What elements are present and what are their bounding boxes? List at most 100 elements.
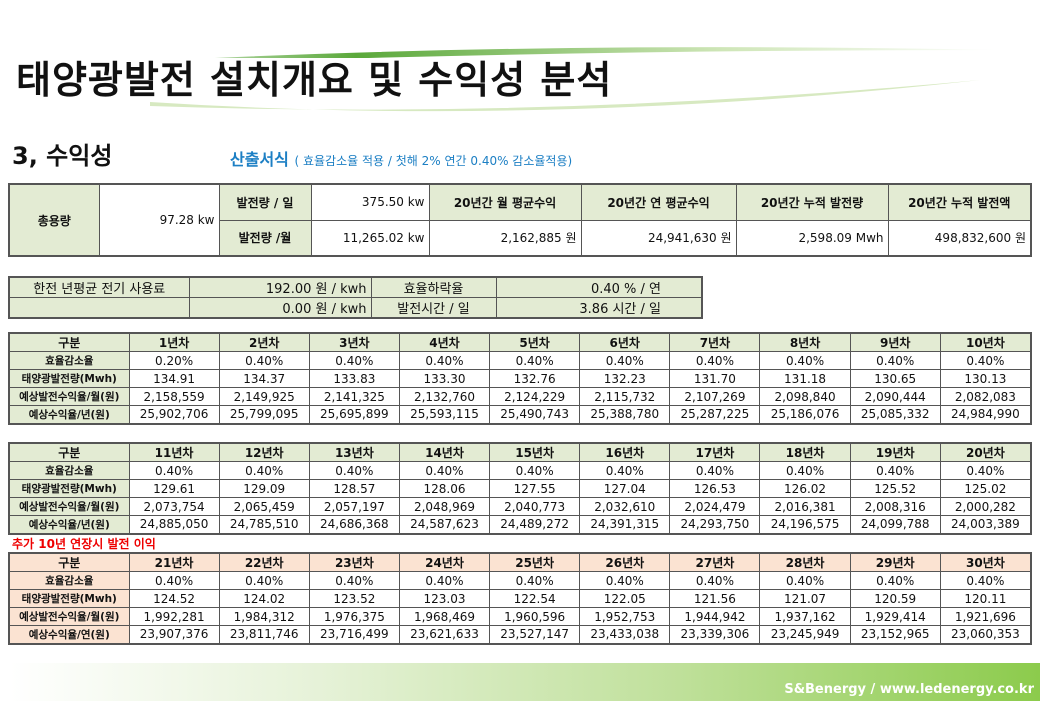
table-cell: 120.59 [849,589,941,608]
table-cell: 24,196,575 [759,515,851,534]
header-swoosh-decoration [80,47,1000,112]
table-row: 태양광발전량(Mwh) 124.52 124.02 123.52 123.03 122.5… [8,589,1032,608]
table-cell: 127.55 [489,479,581,498]
year-header: 27년차 [669,552,761,572]
table-cell: 2,082,083 [939,387,1032,406]
row-label: 예상수익율/년(원) [8,405,130,424]
table-cell: 25,593,115 [398,405,491,424]
table-cell: 23,907,376 [128,625,220,644]
table-cell: 0.40% [849,351,941,370]
cumulative-amount-header: 20년간 누적 발전액 [887,183,1032,221]
table-cell: 23,339,306 [669,625,761,644]
table-row: 예상발전수익율/월(원) 2,158,559 2,149,925 2,141,325 2… [8,387,1032,406]
row-label: 태양광발전량(Mwh) [8,479,130,498]
table-cell: 0.40% [218,571,310,590]
monthly-avg-value: 2,162,885 원 [428,219,582,257]
table-cell: 0.40% [669,571,761,590]
year-header: 3년차 [308,332,400,352]
table-cell: 0.40% [308,351,400,370]
table-cell: 134.37 [218,369,310,388]
table-cell: 2,124,229 [489,387,581,406]
table-cell: 125.52 [849,479,941,498]
table-cell: 24,686,368 [308,515,400,534]
table-cell: 120.11 [939,589,1032,608]
table-row: 효율감소율 0.40% 0.40% 0.40% 0.40% 0.40% 0.40% 0.40%… [8,571,1032,590]
page-title: 태양광발전 설치개요 및 수익성 분석 [12,58,617,102]
table-cell: 24,489,272 [489,515,581,534]
monthly-avg-header: 20년간 월 평균수익 [428,183,582,221]
eff-drop-value: 0.40 % / 연 [495,276,703,298]
table-row: 태양광발전량(Mwh) 129.61 129.09 128.57 128.06 127.5… [8,479,1032,498]
table-cell: 25,799,095 [218,405,310,424]
table-cell: 2,032,610 [579,497,671,516]
table-cell: 0.40% [489,461,581,480]
summary-table: 총용량 97.28 kw 발전량 / 일 375.50 kw 20년간 월 평균… [8,183,1032,257]
table-cell: 1,929,414 [849,607,941,626]
table-cell: 0.40% [579,461,671,480]
table-cell: 1,937,162 [759,607,851,626]
table-row: 예상수익율/연(원) 23,907,376 23,811,746 23,716,499… [8,625,1032,644]
table-header-row: 구분 11년차 12년차 13년차 14년차 15년차 16년차 17년차 18년차 19년차 20… [8,442,1032,462]
table-cell: 121.56 [669,589,761,608]
table-cell: 24,587,623 [398,515,491,534]
table-cell: 132.76 [489,369,581,388]
year-header: 18년차 [759,442,851,462]
elec-rate-value: 192.00 원 / kwh [188,276,372,298]
table-cell: 1,968,469 [398,607,491,626]
table-cell: 126.02 [759,479,851,498]
table-cell: 2,073,754 [128,497,220,516]
table-cell: 23,433,038 [579,625,671,644]
monthly-label: 발전량 /월 [218,219,312,257]
extension-note: 추가 10년 연장시 발전 이익 [12,537,156,551]
table-cell: 132.23 [579,369,671,388]
monthly-value: 11,265.02 kw [310,219,430,257]
row-label: 예상발전수익율/월(원) [8,387,130,406]
year-header: 19년차 [849,442,941,462]
table-cell: 127.04 [579,479,671,498]
table-cell: 134.91 [128,369,220,388]
table-cell: 0.40% [308,461,400,480]
table-row: 예상수익율/년(원) 25,902,706 25,799,095 25,695,899… [8,405,1032,424]
table-cell: 0.40% [759,571,851,590]
year-header: 8년차 [759,332,851,352]
table-cell: 124.52 [128,589,220,608]
row-label: 구분 [8,552,130,572]
table-cell: 25,388,780 [579,405,671,424]
table-cell: 123.03 [398,589,491,608]
table-cell: 130.13 [939,369,1032,388]
table-cell: 0.40% [759,461,851,480]
table-cell: 23,621,633 [398,625,491,644]
row-label: 예상수익율/년(원) [8,515,130,534]
table-cell: 23,716,499 [308,625,400,644]
formula-subtitle: 산출서식 ( 효율감소율 적용 / 첫해 2% 연간 0.40% 감소율적용) [230,146,572,170]
table-cell: 0.40% [489,571,581,590]
table-row: 예상발전수익율/월(원) 2,073,754 2,065,459 2,057,197 2… [8,497,1032,516]
year-header: 5년차 [489,332,581,352]
row-label: 예상발전수익율/월(원) [8,607,130,626]
year-table-21-30: 구분 21년차 22년차 23년차 24년차 25년차 26년차 27년차 28년차 29년차 30… [8,552,1032,645]
table-cell: 0.40% [398,461,491,480]
cumulative-gen-value: 2,598.09 Mwh [735,219,889,257]
row-label: 태양광발전량(Mwh) [8,369,130,388]
row-label: 효율감소율 [8,351,130,370]
table-cell: 131.18 [759,369,851,388]
table-cell: 121.07 [759,589,851,608]
year-header: 15년차 [489,442,581,462]
row-label: 예상발전수익율/월(원) [8,497,130,516]
table-cell: 2,141,325 [308,387,400,406]
rate-table: 한전 년평균 전기 사용료 192.00 원 / kwh 효율하락율 0.40 … [8,276,703,319]
year-header: 23년차 [308,552,400,572]
year-header: 2년차 [218,332,310,352]
table-cell: 0.40% [669,351,761,370]
table-cell: 2,132,760 [398,387,491,406]
row-label: 효율감소율 [8,571,130,590]
year-header: 6년차 [579,332,671,352]
table-cell: 128.57 [308,479,400,498]
table-row: 예상수익율/년(원) 24,885,050 24,785,510 24,686,368… [8,515,1032,534]
table-cell: 2,016,381 [759,497,851,516]
table-cell: 2,008,316 [849,497,941,516]
table-cell: 25,287,225 [669,405,761,424]
year-header: 22년차 [218,552,310,572]
daily-label: 발전량 / 일 [218,183,312,221]
table-cell: 24,885,050 [128,515,220,534]
